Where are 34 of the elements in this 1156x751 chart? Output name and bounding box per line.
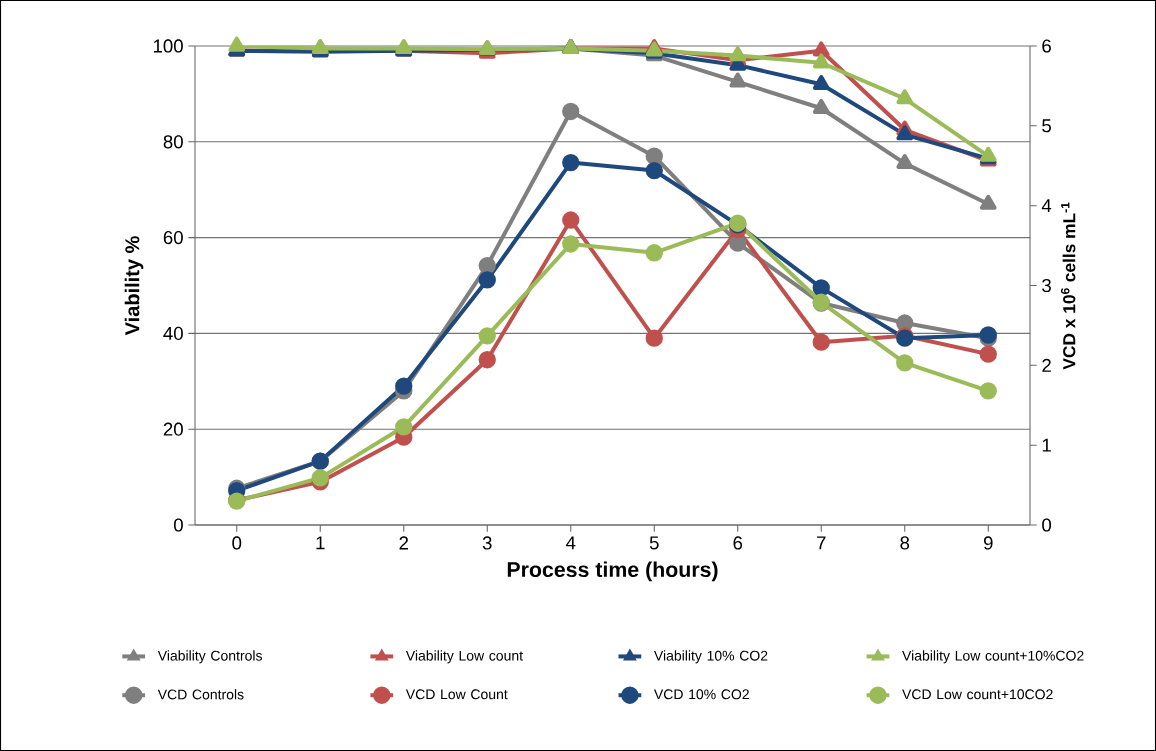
y2-tick-label: 5 xyxy=(1042,119,1051,133)
legend-label: VCD Controls xyxy=(157,689,244,700)
x-tick-label: 8 xyxy=(900,536,910,550)
y2-tick-label: 6 xyxy=(1042,39,1051,53)
y-tick-label: 20 xyxy=(163,422,183,436)
y-tick-label: 100 xyxy=(153,39,183,53)
x-tick-label: 6 xyxy=(733,536,743,550)
x-tick-label: 0 xyxy=(232,536,242,550)
y-tick-label: 0 xyxy=(173,518,183,532)
x-tick-label: 1 xyxy=(316,536,325,550)
y-axis-title: Viability % xyxy=(124,236,144,336)
y2-tick-label: 1 xyxy=(1042,438,1051,452)
y2-tick-label: 4 xyxy=(1041,199,1052,213)
y2-tick-label: 3 xyxy=(1042,278,1051,293)
legend-label: Viability 10% CO2 xyxy=(653,650,768,664)
y-tick-label: 80 xyxy=(163,135,183,149)
y2-tick-label: 2 xyxy=(1042,358,1051,372)
x-tick-label: 2 xyxy=(399,536,409,550)
y-tick-label: 40 xyxy=(163,326,183,341)
x-axis-title: Process time (hours) xyxy=(507,561,718,582)
legend-label: Viability Controls xyxy=(157,650,262,664)
x-tick-label: 5 xyxy=(649,536,659,550)
y2-axis-title: VCD x 10$^{6}$ cells mL$^{-1}$ xyxy=(1060,202,1076,370)
y2-tick-label: 0 xyxy=(1042,518,1052,532)
legend-label: VCD 10% CO2 xyxy=(653,689,749,700)
x-tick-label: 7 xyxy=(817,536,826,550)
x-tick-label: 4 xyxy=(565,536,576,550)
legend-label: VCD Low Count xyxy=(405,689,508,700)
x-tick-label: 9 xyxy=(983,536,993,550)
legend-label: Viability Low count+10%CO2 xyxy=(902,650,1084,664)
legend-label: Viability Low count xyxy=(405,650,523,664)
x-tick-label: 3 xyxy=(482,536,492,550)
y-tick-label: 60 xyxy=(163,230,183,245)
legend-label: VCD Low count+10CO2 xyxy=(902,689,1053,700)
